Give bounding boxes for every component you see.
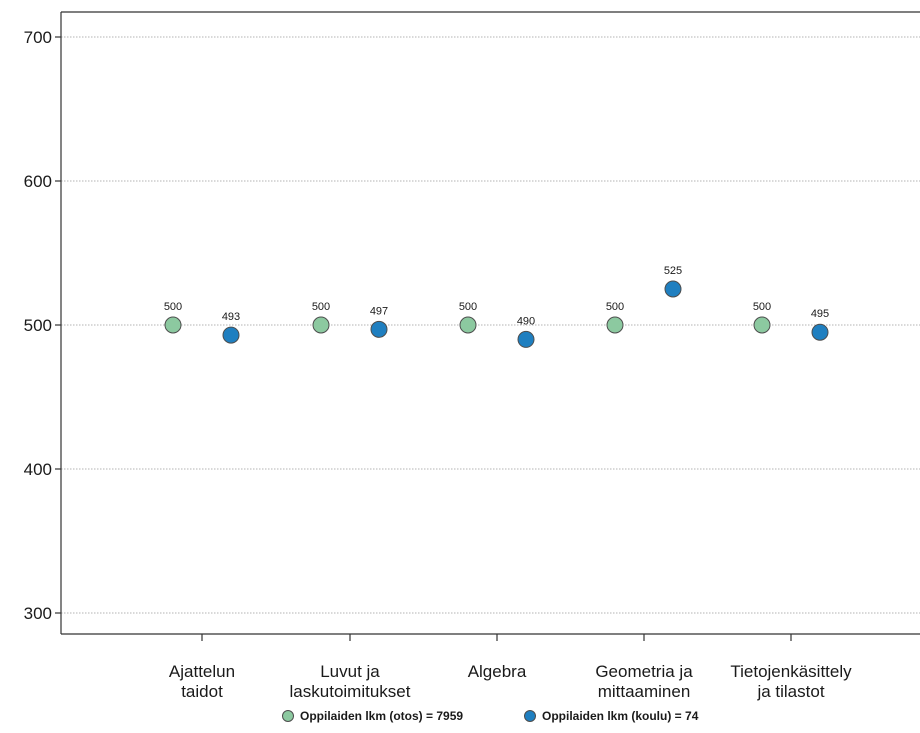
data-label: 495 [811, 308, 829, 320]
data-label: 490 [517, 315, 535, 327]
data-label: 500 [606, 301, 624, 313]
x-category-label: Geometria ja mittaaminen [595, 662, 693, 701]
data-label: 500 [459, 301, 477, 313]
legend-label: Oppilaiden lkm (otos) = 7959 [300, 709, 463, 723]
data-point [370, 320, 388, 338]
data-point [811, 323, 829, 341]
axes [55, 11, 920, 641]
data-point [664, 280, 682, 298]
category-labels: Ajattelun taidot Luvut ja laskutoimitukset A… [169, 662, 852, 701]
data-label: 497 [370, 305, 388, 317]
legend: Oppilaiden lkm (otos) = 7959 Oppilaiden l… [282, 709, 699, 723]
y-tick-labels: 300 400 500 600 700 [24, 28, 52, 623]
data-points [164, 280, 829, 348]
data-point [164, 316, 182, 334]
x-category-label: Luvut ja laskutoimitukset [290, 662, 411, 701]
data-label: 500 [164, 301, 182, 313]
y-tick-label: 300 [24, 604, 52, 623]
y-tick-label: 600 [24, 172, 52, 191]
y-tick-label: 700 [24, 28, 52, 47]
data-point [459, 316, 477, 334]
data-point [222, 326, 240, 344]
data-point [606, 316, 624, 334]
x-category-label: Tietojenkäsittely ja tilastot [730, 662, 852, 701]
y-tick-label: 500 [24, 316, 52, 335]
gridlines [61, 36, 920, 614]
data-point [312, 316, 330, 334]
x-category-label: Ajattelun taidot [169, 662, 235, 701]
x-category-label: Algebra [468, 662, 527, 681]
data-label: 500 [312, 301, 330, 313]
data-point [753, 316, 771, 334]
legend-marker [524, 710, 536, 722]
data-label: 493 [222, 311, 240, 323]
data-point [517, 330, 535, 348]
legend-label: Oppilaiden lkm (koulu) = 74 [542, 709, 699, 723]
y-tick-label: 400 [24, 460, 52, 479]
legend-marker [282, 710, 294, 722]
data-label: 500 [753, 301, 771, 313]
data-labels: 500 500 500 500 500 493 497 490 525 495 [164, 265, 829, 327]
data-label: 525 [664, 265, 682, 277]
